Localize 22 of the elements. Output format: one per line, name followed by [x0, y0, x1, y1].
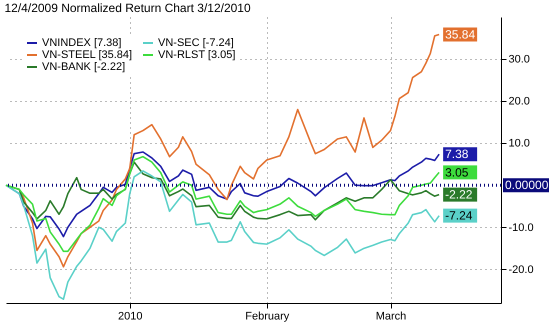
x-tick-label: 2010: [118, 310, 142, 322]
data-label: -7.24: [445, 208, 473, 223]
line-series: [5, 170, 440, 300]
y-tick-label: -20.0: [508, 264, 534, 276]
legend-label: VN-STEEL [35.84]: [42, 49, 132, 61]
chart-title: 12/4/2009 Normalized Return Chart 3/12/2010: [4, 1, 251, 15]
data-label: 3.05: [445, 165, 469, 180]
y-tick-label: 30.0: [508, 54, 530, 66]
ref-line-label: 0.00000: [505, 178, 549, 192]
data-label: 7.38: [445, 147, 469, 162]
y-tick-label: 10.0: [508, 138, 530, 150]
y-tick-label: -10.0: [508, 222, 534, 234]
y-tick-label: 20.0: [508, 96, 530, 108]
legend-label: VN-BANK [-2.22]: [42, 61, 126, 73]
line-series: [5, 156, 440, 252]
legend-label: VNINDEX [7.38]: [42, 37, 122, 49]
x-tick-label: March: [376, 310, 406, 322]
legend-label: VN-RLST [3.05]: [158, 49, 236, 61]
data-label: -2.22: [445, 188, 473, 202]
data-label: 35.84: [445, 27, 476, 42]
legend-label: VN-SEC [-7.24]: [158, 37, 234, 49]
x-tick-label: February: [245, 310, 290, 322]
